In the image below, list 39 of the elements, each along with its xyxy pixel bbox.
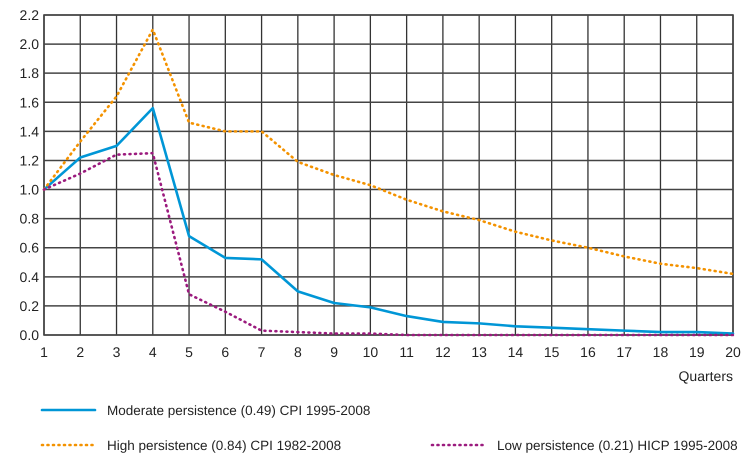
y-tick-label: 0.0 — [20, 327, 40, 343]
x-axis-title: Quarters — [678, 368, 733, 384]
y-tick-label: 0.8 — [20, 210, 40, 227]
line-series — [42, 152, 734, 336]
x-tick-label: 8 — [294, 344, 302, 360]
x-tick-label: 6 — [221, 344, 230, 360]
x-tick-label: 15 — [544, 344, 560, 360]
x-tick-label: 18 — [652, 344, 668, 360]
x-tick-label: 11 — [399, 344, 414, 360]
y-tick-label: 1.2 — [20, 152, 40, 168]
x-tick-label: 20 — [725, 344, 741, 360]
x-tick-label: 2 — [76, 344, 84, 360]
line-series — [42, 28, 734, 276]
x-tick-label: 13 — [471, 344, 488, 360]
x-tick-label: 19 — [688, 344, 705, 360]
x-tick-label: 12 — [435, 344, 451, 360]
y-tick-label: 1.0 — [20, 182, 40, 198]
x-tick-label: 16 — [580, 344, 596, 360]
y-tick-label: 2.0 — [20, 36, 40, 52]
x-tick-label: 14 — [508, 344, 524, 360]
legend-label: Moderate persistence (0.49) CPI 1995-2008 — [107, 403, 370, 418]
x-tick-label: 1 — [40, 344, 48, 360]
y-tick-label: 0.6 — [20, 240, 40, 256]
y-tick-label: 1.8 — [20, 65, 40, 82]
y-tick-label: 1.4 — [20, 123, 40, 140]
y-tick-label: 0.2 — [20, 298, 40, 314]
legend-label: High persistence (0.84) CPI 1982-2008 — [107, 438, 342, 453]
x-tick-label: 17 — [616, 344, 632, 360]
y-tick-label: 1.6 — [20, 94, 40, 110]
legend-label: Low persistence (0.21) HICP 1995-2008 — [497, 438, 738, 453]
y-tick-label: 0.4 — [20, 268, 40, 285]
x-tick-label: 5 — [185, 344, 194, 360]
y-tick-label: 2.2 — [20, 7, 40, 23]
x-tick-label: 9 — [330, 344, 338, 360]
line-series — [42, 106, 734, 335]
x-tick-label: 10 — [362, 344, 378, 360]
x-tick-label: 3 — [112, 344, 121, 360]
x-tick-label: 7 — [258, 344, 266, 360]
x-tick-label: 4 — [148, 344, 157, 360]
